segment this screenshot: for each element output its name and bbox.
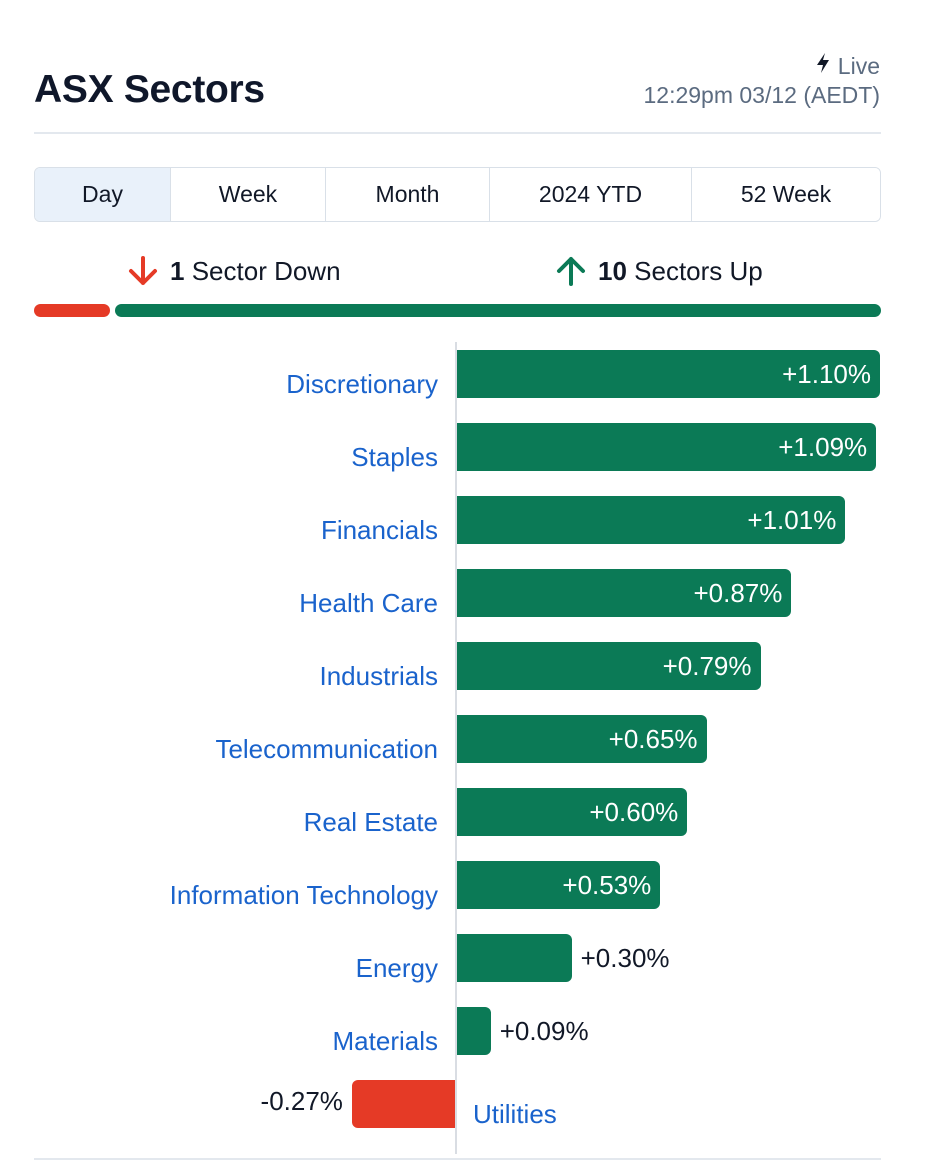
- value-label-energy: +0.30%: [580, 943, 670, 973]
- value-label-industrials: +0.79%: [662, 651, 752, 681]
- breadth-bar-down: [34, 304, 110, 317]
- bar-financials[interactable]: [456, 496, 846, 544]
- category-label-utilities[interactable]: Utilities: [473, 1099, 557, 1129]
- bar-discretionary[interactable]: [456, 350, 880, 398]
- category-label-information-technology[interactable]: Information Technology: [169, 880, 438, 910]
- category-label-real-estate[interactable]: Real Estate: [303, 807, 438, 837]
- timestamp: 12:29pm 03/12 (AEDT): [643, 82, 880, 108]
- arrow-down-icon: [129, 256, 157, 285]
- value-label-staples: +1.09%: [778, 432, 868, 462]
- category-label-energy[interactable]: Energy: [355, 953, 438, 983]
- value-label-health-care: +0.87%: [693, 578, 783, 608]
- category-label-telecommunication[interactable]: Telecommunication: [215, 734, 438, 764]
- header-divider: [34, 132, 881, 134]
- category-label-materials[interactable]: Materials: [332, 1026, 438, 1056]
- value-label-utilities: -0.27%: [260, 1086, 343, 1116]
- down-count: 1: [170, 255, 185, 286]
- bar-health-care[interactable]: [456, 569, 792, 617]
- zero-axis: [455, 342, 457, 1154]
- value-label-information-technology: +0.53%: [562, 870, 652, 900]
- page-title: ASX Sectors: [34, 68, 265, 111]
- tab-52-week[interactable]: 52 Week: [692, 168, 880, 221]
- category-label-health-care[interactable]: Health Care: [299, 588, 438, 618]
- down-label: Sector Down: [191, 255, 341, 286]
- value-label-materials: +0.09%: [499, 1016, 589, 1046]
- category-label-industrials[interactable]: Industrials: [319, 661, 439, 691]
- sectors-up-summary: 10 Sectors Up: [554, 254, 763, 288]
- period-tabs: Day Week Month 2024 YTD 52 Week: [34, 167, 881, 222]
- up-label: Sectors Up: [634, 255, 763, 286]
- bar-telecommunication[interactable]: [456, 715, 707, 763]
- breadth-bar-up: [115, 304, 881, 317]
- up-count: 10: [598, 255, 627, 286]
- tab-month[interactable]: Month: [326, 168, 490, 221]
- value-label-telecommunication: +0.65%: [608, 724, 698, 754]
- bar-energy[interactable]: [456, 934, 572, 982]
- tab-day[interactable]: Day: [35, 168, 171, 221]
- lightning-icon: [814, 52, 832, 80]
- value-label-real-estate: +0.60%: [589, 797, 679, 827]
- tab-week[interactable]: Week: [171, 168, 326, 221]
- live-indicator: Live: [814, 52, 880, 80]
- tab-2024-ytd[interactable]: 2024 YTD: [490, 168, 692, 221]
- bottom-divider: [34, 1158, 881, 1160]
- bar-materials[interactable]: [456, 1007, 491, 1055]
- live-label: Live: [837, 52, 880, 79]
- bar-staples[interactable]: [456, 423, 877, 471]
- value-label-financials: +1.01%: [747, 505, 837, 535]
- bar-real-estate[interactable]: [456, 788, 688, 836]
- sectors-down-summary: 1 Sector Down: [126, 254, 341, 288]
- bar-utilities[interactable]: [351, 1080, 456, 1128]
- value-label-discretionary: +1.10%: [782, 359, 871, 389]
- category-label-financials[interactable]: Financials: [320, 515, 438, 545]
- bar-industrials[interactable]: [456, 642, 761, 690]
- category-label-discretionary[interactable]: Discretionary: [286, 369, 438, 399]
- category-label-staples[interactable]: Staples: [351, 442, 438, 472]
- bar-information-technology[interactable]: [456, 861, 661, 909]
- arrow-up-icon: [557, 257, 585, 286]
